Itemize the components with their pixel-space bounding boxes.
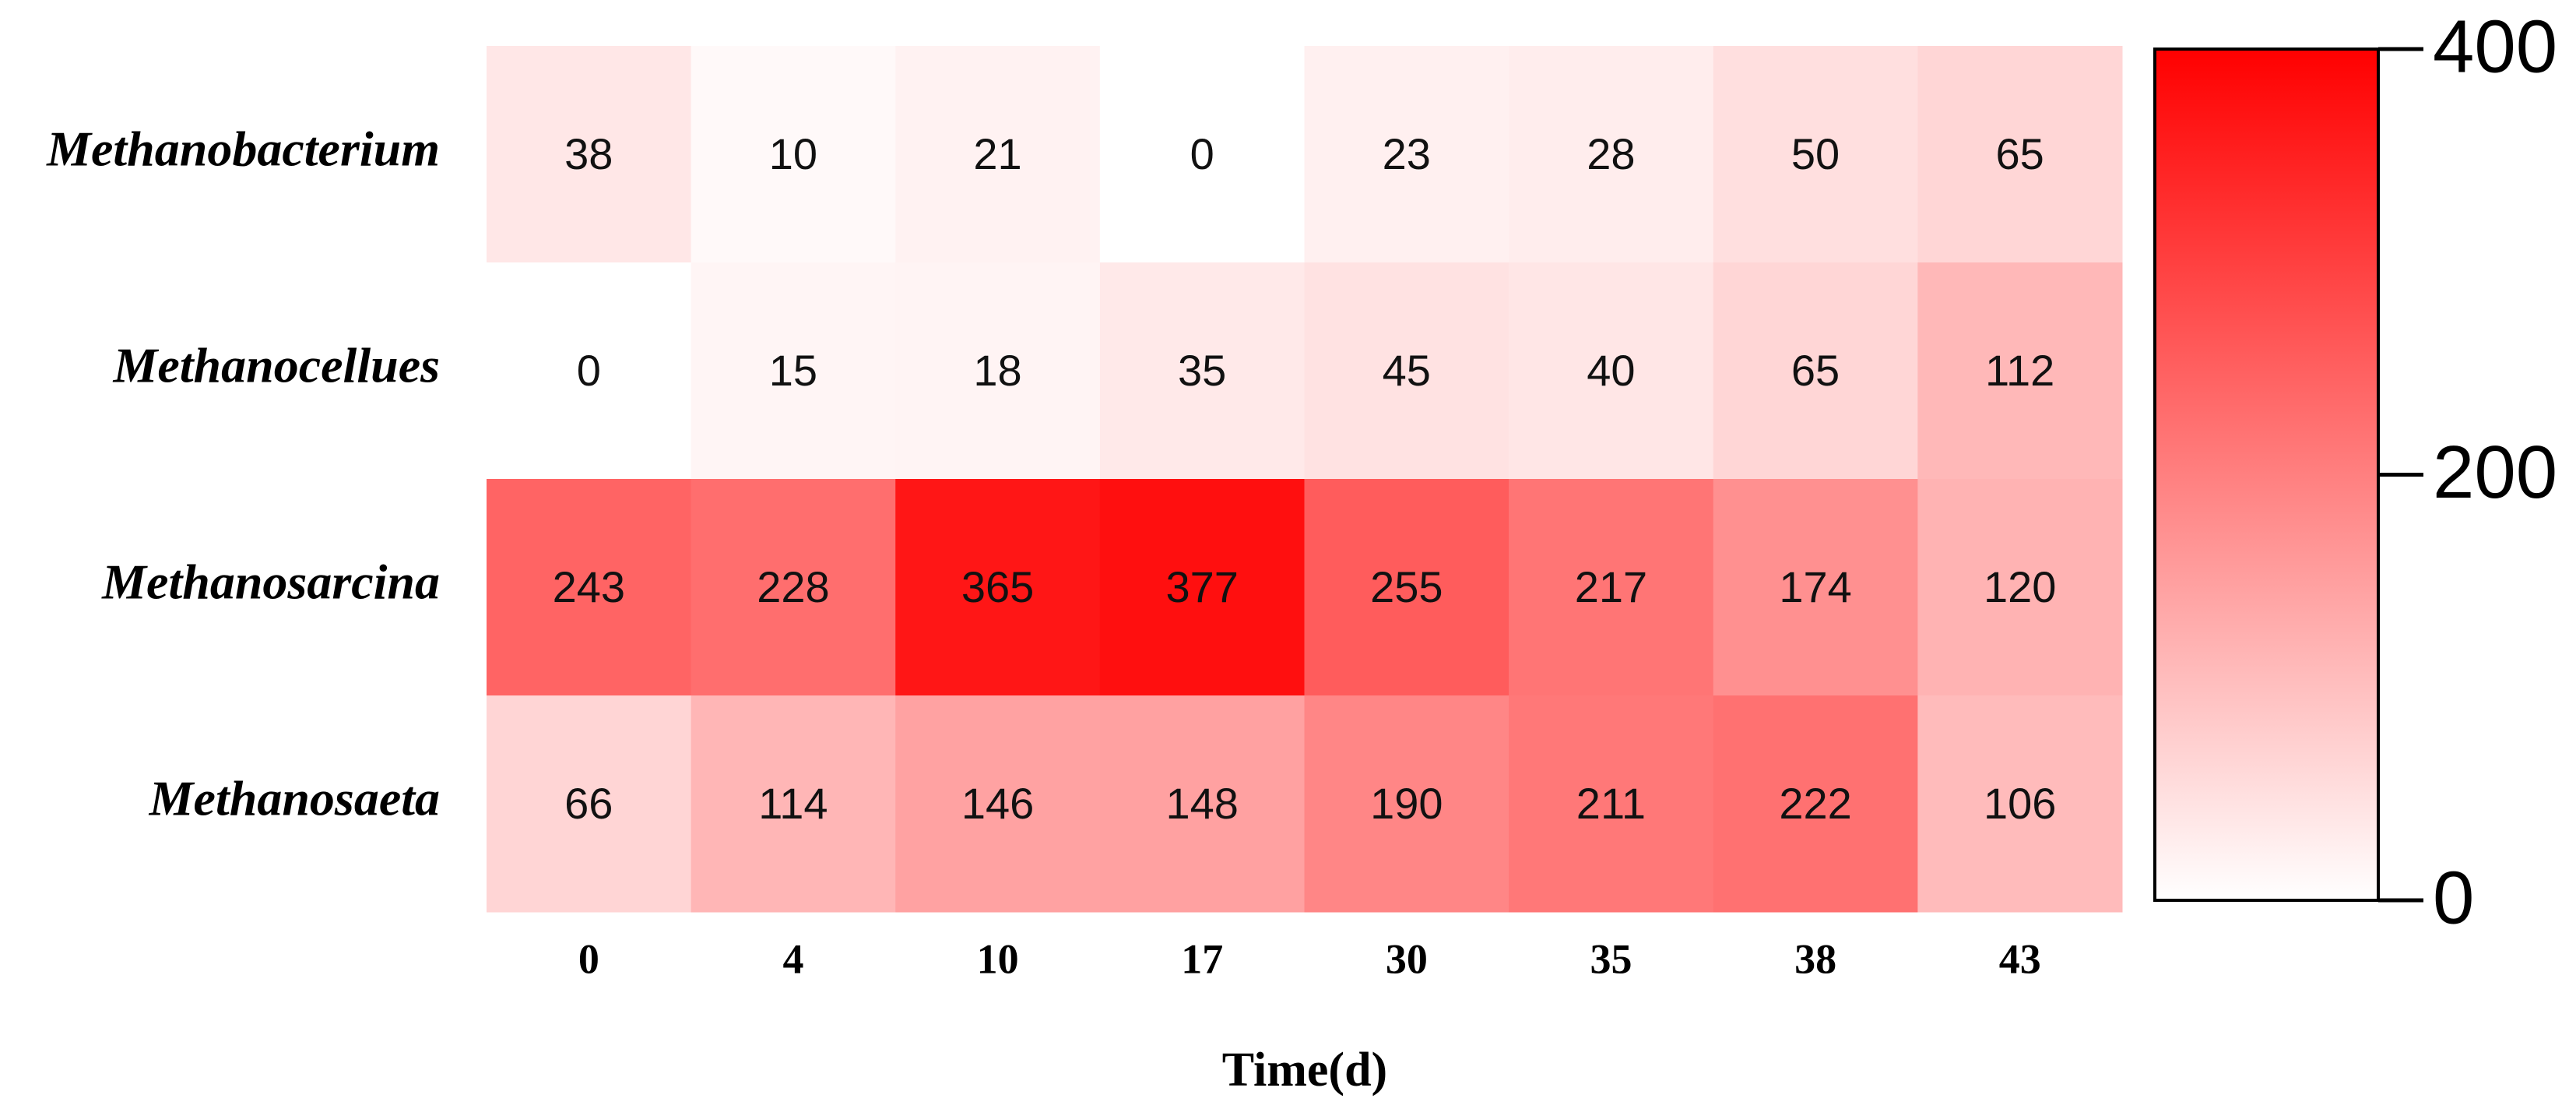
cell-label: 0 [577, 346, 601, 395]
heatmap-cell [1099, 479, 1305, 696]
heatmap-cell [1509, 479, 1714, 696]
heatmap-cell [691, 695, 896, 913]
cell-label: 112 [1985, 346, 2054, 395]
heatmap-cell [895, 46, 1101, 263]
heatmap-cell [1713, 262, 1918, 480]
x-tick-label: 35 [1590, 935, 1632, 982]
colorbar-tick-label: 400 [2433, 5, 2557, 88]
cell-label: 148 [1165, 779, 1238, 828]
cell-label: 50 [1791, 129, 1840, 178]
heatmap-cell [1713, 46, 1918, 263]
heatmap-cell [895, 479, 1101, 696]
cell-label: 15 [769, 346, 817, 395]
cell-label: 228 [757, 562, 829, 611]
cell-label: 255 [1370, 562, 1443, 611]
colorbar [2153, 48, 2380, 902]
x-tick-label: 0 [578, 935, 599, 982]
heatmap-cell [1713, 695, 1918, 913]
heatmap-cell [1304, 695, 1509, 913]
heatmap-cell [895, 695, 1101, 913]
heatmap-cell [1509, 695, 1714, 913]
heatmap-cell [1917, 262, 2123, 480]
cell-label: 377 [1165, 562, 1238, 611]
cell-label: 106 [1984, 779, 2056, 828]
heatmap-cell [1509, 46, 1714, 263]
cell-label: 38 [564, 129, 613, 178]
row-label: Methanocellues [112, 338, 440, 393]
cell-label: 211 [1576, 779, 1646, 828]
heatmap-cell [691, 479, 896, 696]
x-tick-label: 38 [1794, 935, 1836, 982]
colorbar-tick-label: 200 [2433, 431, 2557, 514]
row-label: Methanosaeta [149, 771, 440, 826]
cell-label: 365 [961, 562, 1034, 611]
cell-label: 45 [1383, 346, 1431, 395]
cell-label: 114 [758, 779, 828, 828]
cell-label: 217 [1575, 562, 1647, 611]
cell-label: 146 [961, 779, 1034, 828]
heatmap-cell [895, 262, 1101, 480]
heatmap-cell [1713, 479, 1918, 696]
row-label: Methanobacterium [46, 121, 440, 177]
cell-label: 243 [553, 562, 625, 611]
cell-label: 120 [1984, 562, 2056, 611]
cell-label: 190 [1370, 779, 1443, 828]
x-axis-title: Time(d) [1222, 1044, 1387, 1097]
x-tick-label: 43 [1999, 935, 2041, 982]
cell-label: 35 [1178, 346, 1226, 395]
cell-label: 66 [564, 779, 613, 828]
heatmap-cell [1304, 46, 1509, 263]
cell-label: 10 [769, 129, 817, 178]
cell-label: 23 [1383, 129, 1431, 178]
heatmap-cell [1917, 695, 2123, 913]
heatmap-cell [1917, 46, 2123, 263]
cell-label: 174 [1779, 562, 1851, 611]
cell-label: 40 [1587, 346, 1635, 395]
cell-label: 21 [973, 129, 1021, 178]
heatmap-cell [1304, 262, 1509, 480]
heatmap-cell [1509, 262, 1714, 480]
heatmap-cell [1304, 479, 1509, 696]
cell-label: 222 [1779, 779, 1851, 828]
cell-label: 18 [973, 346, 1021, 395]
x-tick-label: 4 [782, 935, 803, 982]
x-tick-label: 30 [1386, 935, 1428, 982]
heatmap-cell [487, 46, 692, 263]
heatmap-cell [691, 262, 896, 480]
cell-label: 28 [1587, 129, 1635, 178]
heatmap-cell [487, 695, 692, 913]
x-tick-label: 17 [1181, 935, 1223, 982]
heatmap-cell [1099, 695, 1305, 913]
heatmap-cell [1099, 46, 1305, 263]
heatmap-cell [691, 46, 896, 263]
colorbar-tick-label: 0 [2433, 856, 2474, 939]
x-tick-label: 10 [977, 935, 1019, 982]
heatmap-cell [1917, 479, 2123, 696]
cell-label: 0 [1190, 129, 1214, 178]
row-label: Methanosarcina [101, 554, 440, 610]
cell-label: 65 [1996, 129, 2044, 178]
cell-label: 65 [1791, 346, 1840, 395]
heatmap-cell [487, 262, 692, 480]
heatmap-cell [487, 479, 692, 696]
heatmap-cell [1099, 262, 1305, 480]
